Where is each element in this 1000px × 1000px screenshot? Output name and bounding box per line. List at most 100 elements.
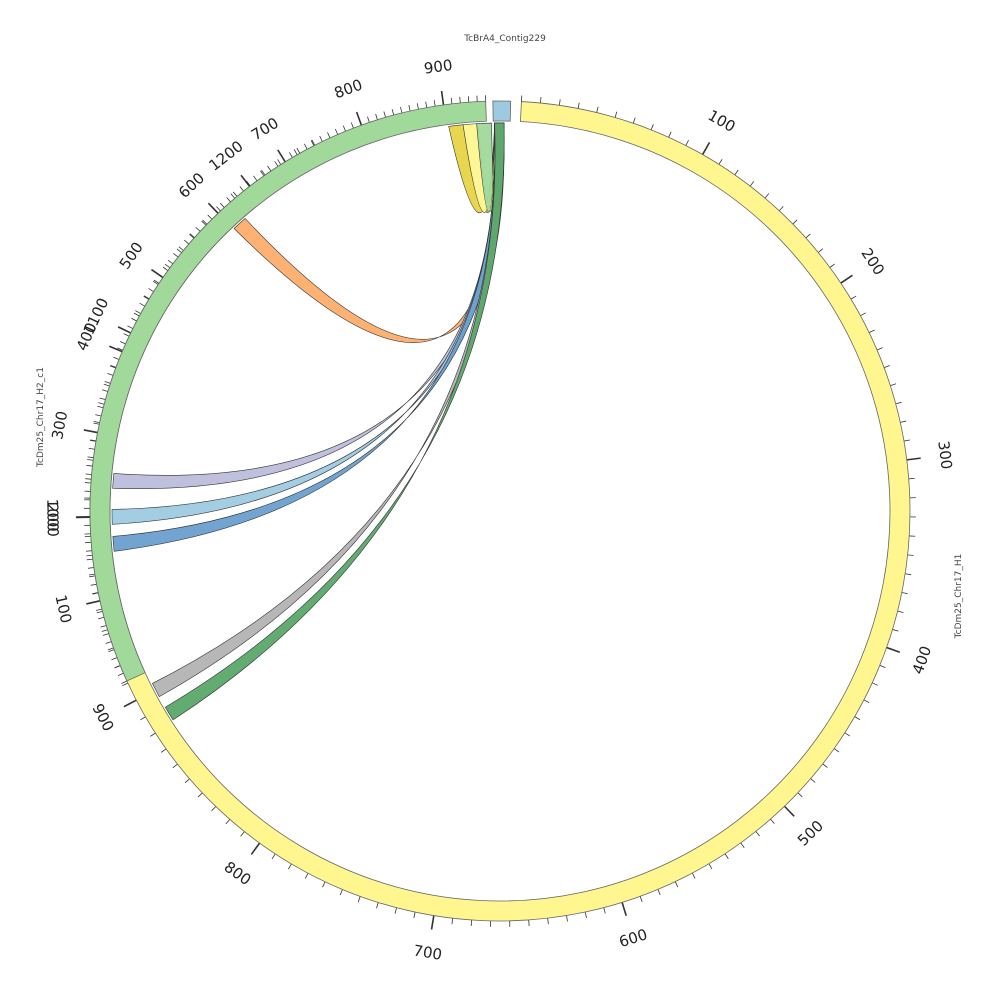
link-orange [233,122,505,343]
h1-tick [339,889,343,896]
h1-tick [907,554,914,556]
h1-tick [413,912,416,919]
h2-tick [304,143,308,150]
h2-tick [400,106,403,114]
h1-tick [657,889,661,896]
segment-h2 [89,100,487,682]
h2-tick [201,220,207,226]
h1-tick-label: 500 [794,817,827,850]
h2-tick [173,253,179,258]
h1-tick [740,842,745,848]
h1-tick [770,818,775,824]
h1-tick [93,421,100,424]
h1-tick-label: 300 [934,440,955,471]
h1-tick [133,312,140,317]
h2-tick [246,180,251,187]
h2-tick [88,447,95,450]
h1-tick [240,831,245,837]
h2-tick [143,295,150,300]
h2-tick [383,111,386,118]
h1-tick [150,732,156,737]
h2-tick [334,128,339,135]
link-green-dark [164,122,505,721]
h2-tick [260,170,265,177]
h1-tick [184,778,190,784]
h1-tick [805,233,811,239]
h1-tick [110,365,116,369]
h1-tick [868,329,875,333]
h1-tick [764,193,770,199]
h2-tick [391,109,395,116]
h1-tick [230,193,236,199]
h2-tick-label: 100 [51,593,75,625]
h1-tick-label: 1200 [205,137,246,175]
h2-tick [433,100,436,107]
h1-tick [668,131,672,138]
h2-tick [267,165,272,172]
h1-tick [778,206,784,212]
h2-tick [408,105,411,112]
h2-tick [148,288,154,292]
h1-tick [322,881,326,888]
h1-tick [621,902,628,917]
h2-tick [277,149,286,163]
h2-tick [99,397,106,401]
h2-tick [85,473,92,475]
h2-tick [87,567,94,569]
h1-tick [603,907,606,914]
h2-tick [319,135,323,142]
h2-tick [450,97,453,104]
h2-tick [97,405,104,409]
h2-tick [102,633,109,636]
h2-tick [109,345,123,353]
h1-tick-label: 100 [705,106,739,136]
h2-tick [162,266,169,271]
h2-tick [327,132,331,139]
h2-tick [207,202,219,214]
h1-tick [140,716,146,721]
h1-tick [98,402,105,405]
h1-tick-label: 400 [909,644,936,677]
h1-tick [829,263,835,268]
h1-tick [901,592,908,595]
h1-tick [596,106,599,113]
h1-tick [701,141,711,155]
h1-tick [172,763,178,769]
h2-tick [150,268,164,279]
h2-tick [114,665,121,669]
h2-tick [131,317,137,322]
h2-tick [355,111,363,126]
h2-tick [111,657,118,661]
h1-tick [101,629,108,632]
h1-tick [900,420,907,423]
h1-tick [822,763,828,768]
h2-tick [100,625,107,628]
h1-tick [755,831,760,837]
h1-tick [840,274,853,284]
h1-tick [876,347,883,351]
segment-label-contig: TcBrA4_Contig229 [463,34,546,44]
h1-tick [632,117,636,124]
h1-tick-label: 800 [221,858,255,889]
h2-tick [189,233,195,238]
h2-tick [367,116,370,123]
h1-tick [189,233,195,239]
h1-tick [143,296,150,300]
segments-layer [89,100,911,922]
h2-tick [95,414,102,417]
h2-tick [93,422,100,425]
h1-tick [718,159,723,165]
h1-tick-label: 600 [617,925,650,951]
h1-tick [176,248,182,254]
h1-tick-label: 700 [412,941,443,963]
h2-tick [296,147,301,154]
h2-tick-label: 300 [48,409,71,441]
h1-tick [905,573,912,576]
h1-tick [584,911,587,918]
h2-tick [425,101,428,108]
h1-tick [164,263,171,269]
h1-tick [797,792,803,798]
h2-tick [87,456,94,459]
